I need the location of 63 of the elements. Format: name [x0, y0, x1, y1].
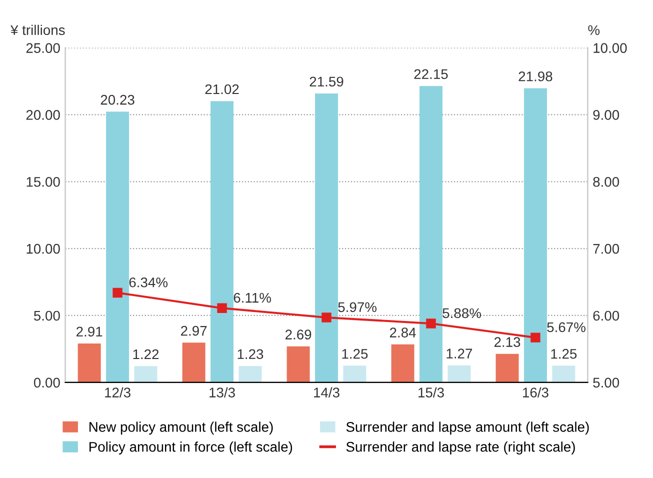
data-label: 2.97	[180, 326, 207, 336]
x-tick-label: 13/3	[210, 387, 235, 398]
data-label: 6.11%	[234, 292, 271, 303]
data-label: 1.23	[238, 349, 264, 360]
y2-tick-label: 5.00	[593, 378, 620, 388]
x-tick-label: 12/3	[105, 387, 130, 398]
data-label: 1.25	[342, 348, 368, 359]
legend-label: New policy amount (left scale)	[90, 422, 273, 435]
bar	[552, 366, 576, 382]
y2-tick-label: 7.00	[593, 244, 620, 254]
point	[530, 332, 540, 342]
legend-label: Policy amount in force (left scale)	[90, 442, 292, 455]
y-tick-label: 5.00	[34, 310, 60, 321]
y-tick-label: 25.00	[26, 43, 60, 53]
data-label: 5.88%	[442, 308, 481, 318]
y-tick-label: 20.00	[26, 110, 60, 120]
data-label: 2.13	[494, 337, 520, 347]
data-label: 22.15	[414, 69, 448, 80]
y-axis-title: ¥ trillions	[10, 24, 65, 36]
point	[426, 318, 436, 328]
y2-tick-label: 8.00	[593, 176, 620, 187]
x-tick-label: 15/3	[418, 387, 444, 398]
data-label: 21.59	[310, 76, 344, 87]
data-label: 2.69	[285, 330, 312, 340]
y-tick-label: 15.00	[26, 176, 60, 187]
legend-label: Surrender and lapse rate (right scale)	[346, 442, 575, 455]
bar	[134, 366, 158, 382]
point	[217, 303, 227, 313]
bar	[496, 354, 519, 382]
legend-label: Surrender and lapse amount (left scale)	[346, 422, 589, 435]
y2-tick-label: 9.00	[593, 110, 620, 120]
bar	[78, 343, 101, 382]
bar	[343, 366, 366, 382]
data-label: 6.34%	[129, 277, 168, 288]
point	[322, 312, 332, 322]
data-label: 1.25	[551, 348, 577, 359]
x-tick-label: 16/3	[523, 387, 548, 398]
bar	[391, 344, 414, 382]
x-tick-label: 14/3	[314, 387, 340, 398]
bar	[238, 366, 262, 382]
bar	[448, 365, 471, 382]
y-tick-label: 10.00	[26, 244, 60, 254]
data-label: 21.98	[518, 71, 552, 82]
y-tick-label: 0.00	[34, 378, 60, 388]
data-label: 1.27	[446, 348, 472, 358]
data-label: 5.97%	[338, 302, 376, 312]
bar	[106, 112, 130, 382]
point	[112, 288, 122, 298]
bar	[315, 93, 338, 382]
y2-tick-label: 6.00	[593, 310, 620, 321]
data-label: 20.23	[100, 94, 134, 105]
bar	[419, 86, 442, 382]
bar	[286, 346, 310, 382]
bar	[210, 101, 234, 382]
y2-axis-title: %	[588, 25, 600, 35]
data-label: 2.84	[390, 328, 416, 338]
data-label: 21.02	[205, 84, 239, 94]
data-label: 2.91	[76, 326, 102, 337]
data-label: 5.67%	[547, 322, 586, 332]
data-label: 1.22	[133, 349, 159, 360]
y2-tick-label: 10.00	[594, 43, 627, 53]
bar	[524, 88, 547, 382]
bar	[182, 342, 206, 382]
